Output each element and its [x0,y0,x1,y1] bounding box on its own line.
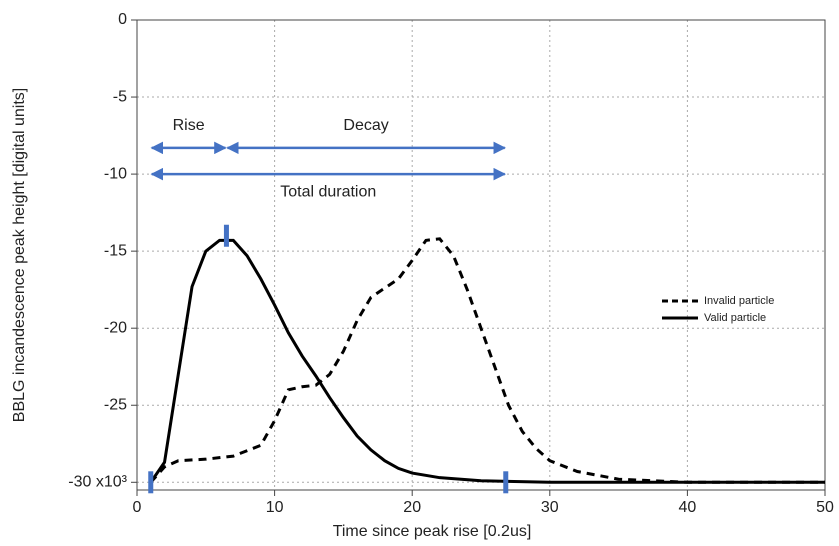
x-tick-label: 50 [816,499,834,516]
y-tick-label: -5 [113,88,127,105]
span-label: Decay [343,117,388,134]
y-axis-label: BBLG incandescence peak height [digital … [11,88,28,422]
legend-label: Valid particle [704,312,766,324]
y-tick-label: 0 [118,11,127,28]
series-line [149,238,825,484]
marker [503,471,509,494]
marker [223,224,229,247]
y-tick-label: -30 x10³ [68,474,127,491]
x-tick-label: 20 [403,499,421,516]
x-tick-label: 0 [133,499,142,516]
x-tick-label: 30 [541,499,559,516]
x-tick-label: 10 [266,499,284,516]
span-label: Rise [173,117,205,134]
y-tick-label: -10 [104,165,127,182]
series-line [149,237,825,484]
span-label: Total duration [280,183,376,200]
y-tick-label: -20 [104,319,127,336]
marker [148,471,154,494]
legend-label: Invalid particle [704,295,774,307]
plot-frame [136,19,826,491]
x-tick-label: 40 [679,499,697,516]
y-tick-label: -15 [104,242,127,259]
y-tick-label: -25 [104,396,127,413]
x-axis-label: Time since peak rise [0.2us] [333,523,532,540]
